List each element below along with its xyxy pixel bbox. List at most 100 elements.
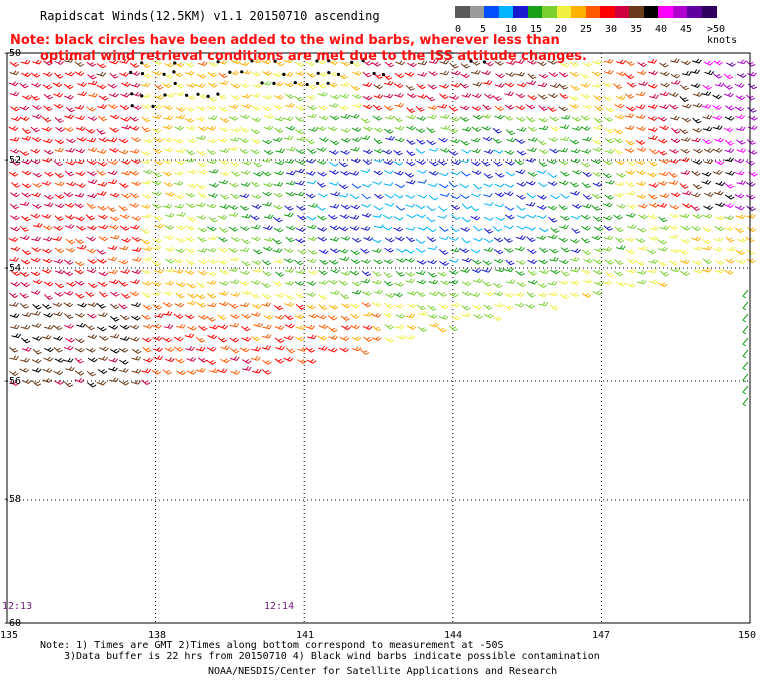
wind-barb	[32, 105, 42, 111]
wind-barb	[295, 238, 305, 244]
wind-barb	[558, 259, 569, 265]
scale-label: 35	[630, 24, 643, 35]
scale-swatch	[527, 6, 543, 18]
wind-barb	[74, 192, 85, 198]
wind-barb	[614, 226, 624, 233]
wind-barb	[382, 226, 393, 231]
wind-barb	[604, 194, 614, 200]
wind-barb	[560, 193, 570, 199]
wind-barb	[736, 147, 747, 153]
wind-barb	[129, 62, 140, 69]
wind-barb	[197, 227, 208, 233]
wind-barb	[97, 104, 107, 109]
wind-barb	[229, 182, 239, 188]
wind-barb	[42, 84, 53, 90]
wind-barb	[229, 70, 240, 76]
wind-barb	[394, 282, 405, 287]
wind-barb	[195, 367, 206, 373]
wind-barb	[404, 71, 415, 77]
wind-barb	[229, 314, 240, 320]
wind-barb	[373, 127, 384, 133]
wind-barb	[129, 336, 140, 342]
wind-barb	[351, 158, 361, 164]
wind-barb	[712, 170, 723, 175]
wind-barb	[560, 171, 570, 177]
wind-barb	[482, 193, 493, 198]
wind-barb	[471, 259, 482, 265]
wind-barb	[635, 260, 646, 266]
wind-barb	[42, 126, 52, 132]
wind-barb	[174, 203, 185, 209]
wind-barb	[702, 213, 713, 219]
wind-barb	[306, 280, 317, 286]
wind-barb	[603, 95, 613, 102]
wind-barb	[660, 82, 671, 88]
wind-barb	[197, 61, 208, 66]
wind-barb	[152, 215, 163, 221]
contamination-circle	[216, 92, 220, 96]
wind-barb	[472, 81, 483, 87]
wind-barb	[459, 105, 470, 111]
wind-barb	[42, 258, 53, 264]
wind-barb	[130, 71, 141, 76]
wind-barb	[503, 237, 513, 243]
wind-barb	[560, 270, 570, 277]
wind-barb	[97, 161, 108, 167]
wind-barb	[614, 192, 624, 198]
wind-barb	[383, 259, 394, 265]
wind-barb	[559, 93, 569, 99]
wind-barb	[461, 312, 472, 318]
wind-barb	[64, 114, 75, 119]
wind-barb	[42, 138, 53, 144]
wind-barb	[742, 361, 749, 371]
wind-barb	[19, 302, 29, 309]
wind-barb	[481, 113, 492, 119]
wind-barb	[162, 369, 172, 375]
wind-barb	[173, 180, 184, 186]
contamination-circle	[336, 72, 341, 76]
wind-barb	[86, 248, 97, 254]
wind-barb	[186, 282, 197, 289]
wind-barb	[306, 84, 317, 90]
wind-barb	[339, 81, 350, 87]
wind-barb	[274, 160, 285, 166]
wind-barb	[230, 127, 241, 133]
wind-barb	[30, 271, 41, 277]
scale-swatch	[629, 6, 644, 18]
contamination-circle	[305, 82, 309, 87]
wind-barb	[142, 193, 152, 200]
contamination-circle	[228, 70, 232, 74]
wind-barb	[493, 258, 504, 264]
wind-barb	[118, 149, 129, 155]
wind-barb	[252, 267, 263, 273]
wind-barb	[494, 267, 505, 273]
wind-barb	[417, 60, 428, 66]
wind-barb	[692, 159, 703, 165]
wind-barb	[53, 311, 63, 317]
wind-barb	[349, 270, 360, 276]
wind-barb	[384, 337, 395, 343]
wind-barb	[440, 280, 450, 286]
scale-swatch	[455, 6, 470, 18]
contamination-circle	[469, 59, 473, 63]
wind-barb	[591, 235, 602, 241]
wind-barb	[285, 125, 296, 131]
wind-barb	[43, 312, 54, 318]
wind-barb	[558, 83, 568, 90]
wind-barb	[648, 127, 658, 132]
wind-barb	[384, 61, 395, 68]
wind-barb	[296, 136, 306, 141]
wind-barb	[450, 247, 461, 253]
wind-barb	[241, 359, 252, 364]
wind-barb	[440, 192, 450, 197]
wind-barb	[152, 148, 163, 154]
wind-barb	[736, 73, 747, 79]
wind-barb	[394, 236, 405, 242]
wind-barb	[604, 271, 615, 278]
wind-barb	[305, 138, 315, 145]
wind-barb	[494, 302, 504, 308]
wind-barb	[569, 292, 580, 298]
wind-barb	[131, 236, 142, 242]
wind-barb	[63, 58, 74, 63]
wind-barb	[186, 300, 197, 306]
